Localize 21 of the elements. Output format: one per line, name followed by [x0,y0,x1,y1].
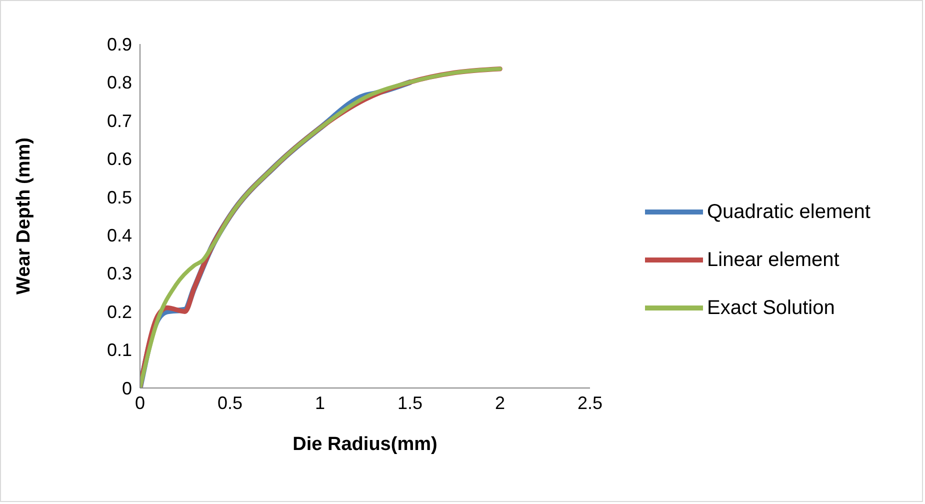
y-tick-label: 0.4 [106,226,132,246]
y-tick-label: 0.6 [106,149,132,170]
x-tick-label: 1.5 [397,392,423,413]
x-tick-label: 2 [494,392,506,413]
y-tick-label: 0.1 [106,340,132,360]
x-tick-label: 0 [134,392,146,413]
y-tick-label: 0 [122,378,132,398]
legend-label: Exact Solution [707,296,835,320]
x-tick-label: 0.5 [217,392,243,413]
y-tick-label: 0.8 [106,72,132,93]
y-tick-label: 0.2 [106,302,132,322]
y-tick-label: 0.9 [106,34,132,54]
x-tick-label: 2.5 [577,392,603,413]
x-axis-title: Die Radius(mm) [292,434,438,455]
y-tick-label: 0.5 [106,187,132,208]
x-tick-label: 1 [314,392,326,413]
legend-label: Quadratic element [707,200,870,224]
legend-label: Linear element [707,248,840,272]
y-tick-label: 0.7 [106,110,132,131]
y-axis-title: Wear Depth (mm) [14,138,35,294]
y-tick-label: 0.3 [106,264,132,284]
